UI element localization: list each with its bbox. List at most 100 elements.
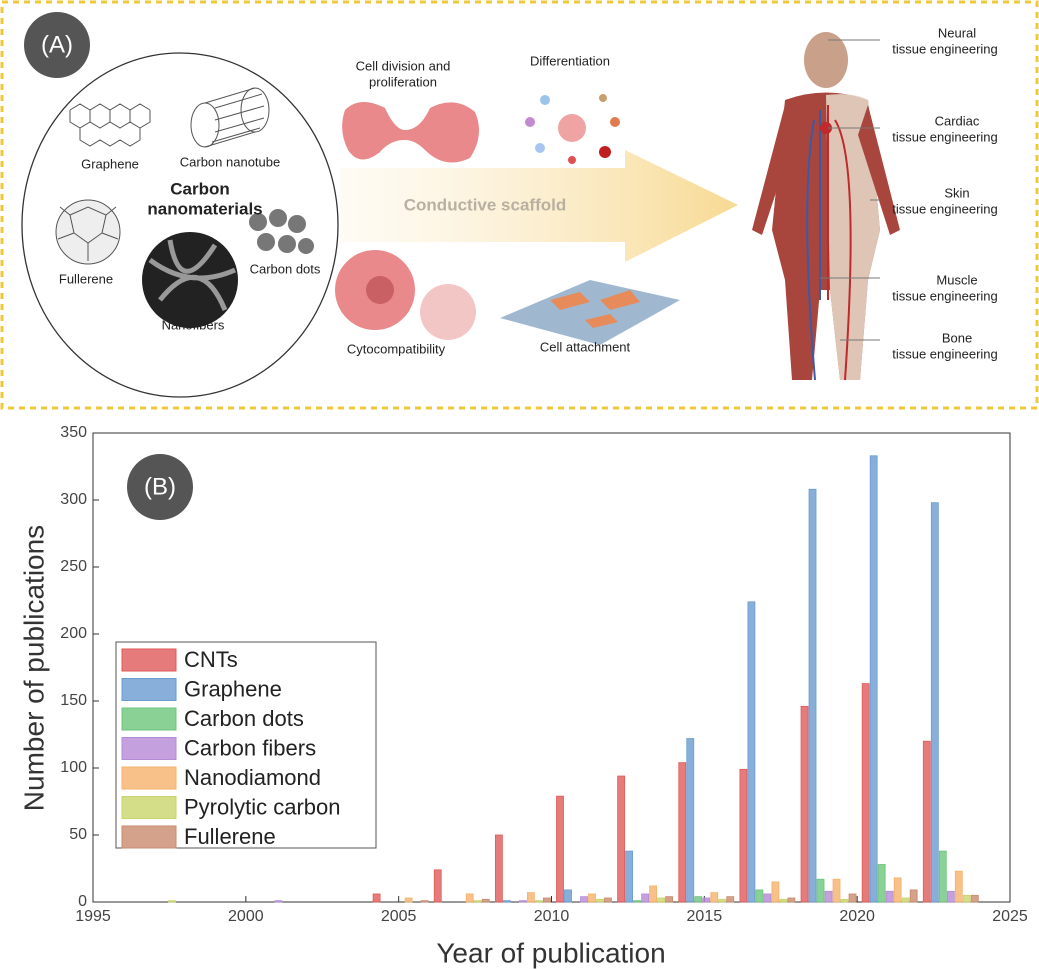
attached-cells	[550, 290, 640, 328]
bar	[787, 897, 796, 903]
nanotube-icon	[190, 87, 270, 148]
bar	[930, 502, 939, 903]
bar	[526, 892, 535, 903]
application-detail: tissue engineering	[892, 288, 998, 303]
bar	[678, 762, 687, 903]
application-detail: tissue engineering	[892, 201, 998, 216]
bar	[168, 900, 176, 903]
bar	[726, 896, 735, 903]
badge	[127, 454, 193, 520]
bar	[970, 894, 979, 903]
bar	[848, 893, 857, 903]
x-tick-label: 2010	[534, 908, 570, 925]
bar	[580, 896, 588, 903]
effect-label: Cell attachment	[540, 339, 631, 354]
effect-label: Differentiation	[530, 53, 610, 68]
bar	[404, 897, 413, 903]
bar	[702, 897, 711, 903]
material-label: Fullerene	[59, 271, 113, 286]
material-label: Carbon nanotube	[180, 154, 280, 169]
effect-label: Cytocompatibility	[347, 341, 446, 356]
x-tick-label: 2015	[687, 908, 723, 925]
carbon-dots-icon	[249, 209, 314, 254]
application-name: Cardiac	[935, 113, 980, 128]
application-detail: tissue engineering	[892, 346, 998, 361]
legend-swatch	[121, 766, 177, 790]
legend-label: Nanodiamond	[184, 765, 321, 790]
y-tick-label: 350	[60, 424, 87, 441]
y-tick-label: 300	[60, 491, 87, 508]
arrow-label: Conductive scaffold	[404, 195, 566, 214]
application-name: Bone	[942, 330, 972, 345]
bar	[420, 900, 429, 903]
application-detail: tissue engineering	[892, 41, 998, 56]
legend-label: Carbon fibers	[184, 735, 316, 760]
x-tick-label: 2020	[839, 908, 875, 925]
bar	[901, 897, 910, 903]
bar	[596, 898, 604, 903]
material-label: Graphene	[81, 156, 139, 171]
bar	[946, 890, 955, 903]
bar	[694, 896, 703, 903]
badge	[24, 12, 90, 78]
bar	[534, 900, 543, 903]
bar	[657, 897, 666, 903]
bar	[962, 894, 971, 903]
panel-border	[0, 0, 1039, 410]
bar	[649, 885, 658, 903]
materials-title: Carbon	[170, 179, 230, 198]
bar	[800, 705, 809, 903]
application-name: Muscle	[936, 272, 977, 287]
nucleus	[366, 276, 394, 304]
y-tick-label: 200	[60, 625, 87, 642]
bar	[481, 898, 490, 903]
bar	[665, 896, 674, 903]
bar	[771, 881, 780, 903]
bar	[718, 898, 727, 903]
legend-label: Pyrolytic carbon	[184, 794, 341, 819]
bar	[739, 768, 748, 903]
legend-swatch	[121, 796, 177, 819]
bar	[840, 898, 849, 903]
x-tick-label: 2025	[992, 908, 1028, 925]
material-label: Nanofibers	[162, 317, 225, 332]
legend-swatch	[121, 825, 177, 849]
bar	[861, 683, 870, 903]
fullerene-icon	[55, 199, 121, 265]
bar	[372, 893, 381, 903]
bar	[542, 897, 551, 903]
bar	[564, 889, 572, 903]
y-tick-label: 150	[60, 692, 87, 709]
legend-label: Graphene	[184, 676, 282, 701]
bar	[877, 864, 886, 903]
bar	[473, 900, 482, 903]
legend-swatch	[121, 648, 177, 672]
scaffold-mesh	[500, 280, 680, 345]
bar	[832, 878, 841, 903]
x-tick-label: 1995	[75, 908, 111, 925]
bar	[885, 890, 894, 903]
x-tick-label: 2005	[381, 908, 417, 925]
nanofibers-strands	[148, 239, 237, 311]
y-tick-label: 50	[69, 826, 87, 843]
x-axis-title: Year of publication	[436, 937, 665, 968]
legend-label: Carbon dots	[184, 706, 304, 731]
panel-label: (A)	[41, 31, 73, 58]
bar	[433, 869, 442, 903]
materials-title: nanomaterials	[147, 199, 262, 218]
bar	[954, 870, 963, 903]
bar	[816, 878, 825, 903]
application-detail: tissue engineering	[892, 129, 998, 144]
panel-a: (A) Graphene Carbon nanotube Fullerene N…	[0, 0, 1039, 410]
effect-label: proliferation	[369, 74, 437, 89]
legend-label: Fullerene	[184, 824, 276, 849]
bar	[588, 893, 596, 903]
y-axis-title: Number of publications	[18, 525, 49, 811]
bar	[893, 877, 902, 903]
cell-debris	[420, 284, 476, 340]
y-tick-label: 250	[60, 558, 87, 575]
application-name: Skin	[944, 185, 969, 200]
stem-cell	[558, 114, 586, 142]
bar	[686, 738, 695, 903]
materials-circle	[21, 52, 339, 398]
